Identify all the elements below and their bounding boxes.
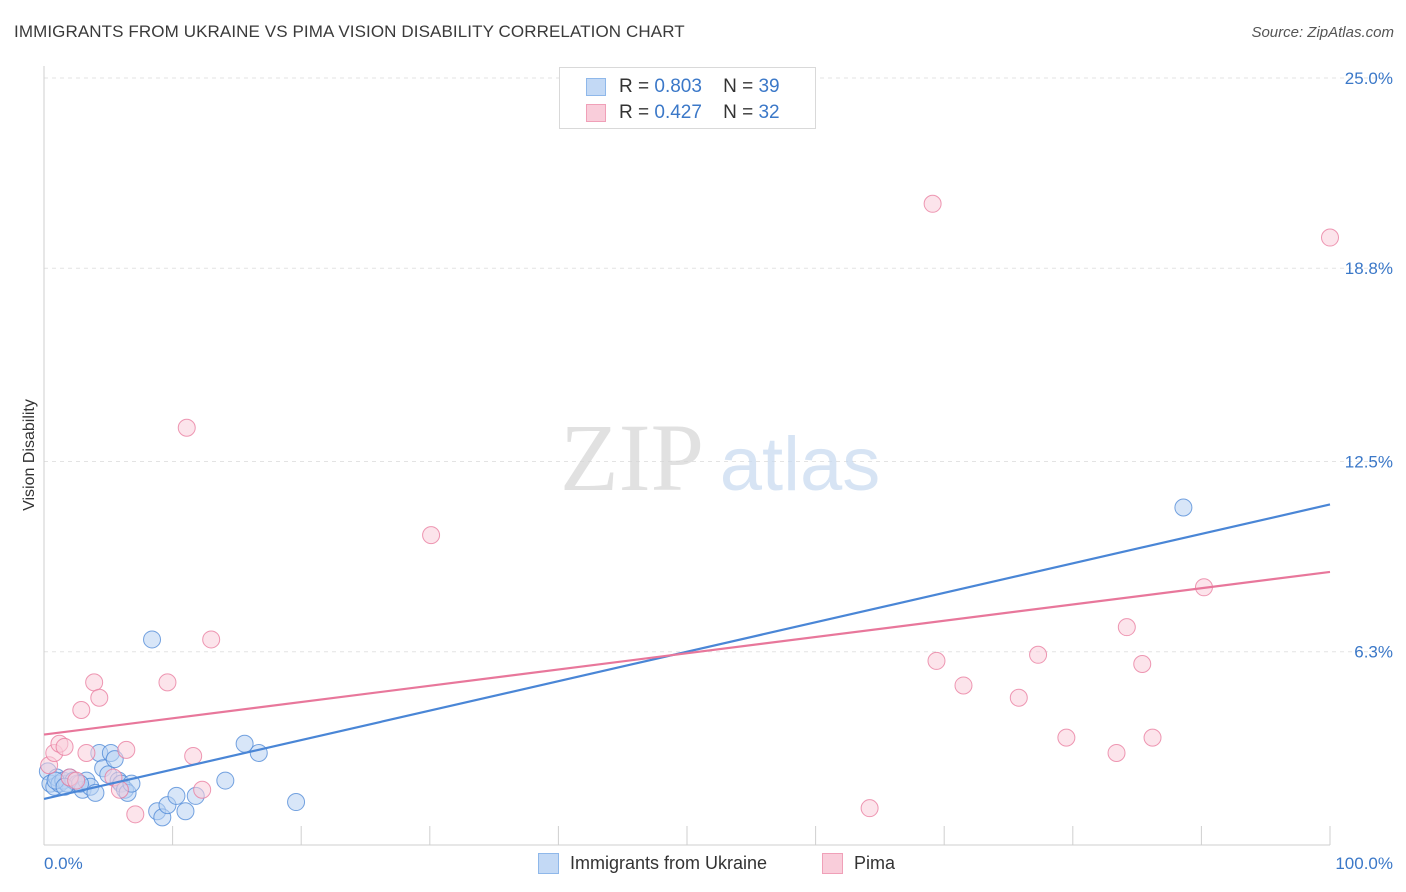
data-point: [954, 676, 973, 695]
data-point: [927, 651, 946, 670]
data-point: [1321, 228, 1339, 247]
data-point: [422, 526, 441, 545]
data-point: [55, 737, 74, 756]
n-value: 39: [758, 76, 780, 97]
n-label: N =: [723, 76, 754, 97]
r-value: 0.803: [654, 76, 702, 97]
bottom-swatch-pima: [822, 853, 843, 874]
n-label: N =: [723, 102, 754, 123]
data-point: [1133, 654, 1152, 673]
watermark: ZIP atlas: [560, 404, 880, 511]
axes: [43, 66, 1331, 846]
data-point: [860, 799, 879, 818]
bottom-legend-label: Immigrants from Ukraine: [570, 853, 768, 873]
r-value: 0.427: [654, 102, 702, 123]
legend-swatch-pima: [586, 104, 606, 122]
source-credit: Source: ZipAtlas.com: [1251, 24, 1394, 41]
y-axis-label: Vision Disability: [21, 399, 38, 511]
chart-title: IMMIGRANTS FROM UKRAINE VS PIMA VISION D…: [14, 22, 685, 41]
x-tick-label: 100.0%: [1335, 854, 1393, 873]
y-tick-label: 18.8%: [1345, 259, 1393, 278]
watermark-atlas: atlas: [720, 422, 881, 507]
correlation-legend: R = 0.803 N = 39 R = 0.427 N = 32: [559, 67, 816, 129]
data-point: [90, 688, 109, 707]
trend-line-pima: [43, 570, 1331, 736]
r-label: R =: [619, 102, 650, 123]
data-point: [1143, 728, 1162, 747]
data-point: [184, 747, 203, 766]
data-point: [923, 194, 942, 213]
data-point: [158, 673, 177, 692]
bottom-swatch-ukraine: [538, 853, 559, 874]
data-points: [38, 194, 1339, 827]
data-point: [1117, 618, 1136, 637]
x-tick-labels: 0.0% 100.0%: [44, 854, 1393, 873]
data-point: [193, 780, 212, 799]
watermark-zip: ZIP: [560, 404, 704, 511]
data-point: [177, 418, 196, 437]
data-point: [287, 793, 306, 812]
data-point: [202, 630, 221, 649]
data-point: [167, 786, 186, 805]
data-point: [176, 802, 195, 821]
n-value: 32: [758, 102, 780, 123]
data-point: [67, 771, 86, 790]
gridlines: [44, 77, 1390, 653]
data-point: [77, 743, 96, 762]
trend-lines: [43, 503, 1331, 801]
r-label: R =: [619, 76, 650, 97]
data-point: [1174, 498, 1193, 517]
data-point: [249, 743, 268, 762]
bottom-legend-label: Pima: [854, 853, 896, 873]
data-point: [126, 805, 145, 824]
x-tick-label: 0.0%: [44, 854, 83, 873]
data-point: [1009, 688, 1028, 707]
y-tick-label: 12.5%: [1345, 453, 1393, 472]
y-tick-labels: 6.3% 12.5% 18.8% 25.0%: [1345, 69, 1393, 662]
data-point: [143, 630, 162, 649]
data-point: [1029, 645, 1048, 664]
legend-swatch-ukraine: [586, 78, 606, 96]
data-point: [216, 771, 235, 790]
series-pima: [40, 194, 1339, 824]
y-tick-label: 25.0%: [1345, 69, 1393, 88]
data-point: [1057, 728, 1076, 747]
y-tick-label: 6.3%: [1354, 643, 1393, 662]
data-point: [85, 673, 104, 692]
data-point: [117, 740, 136, 759]
data-point: [1107, 743, 1126, 762]
data-point: [72, 701, 91, 720]
trend-line-ukraine: [43, 503, 1331, 801]
